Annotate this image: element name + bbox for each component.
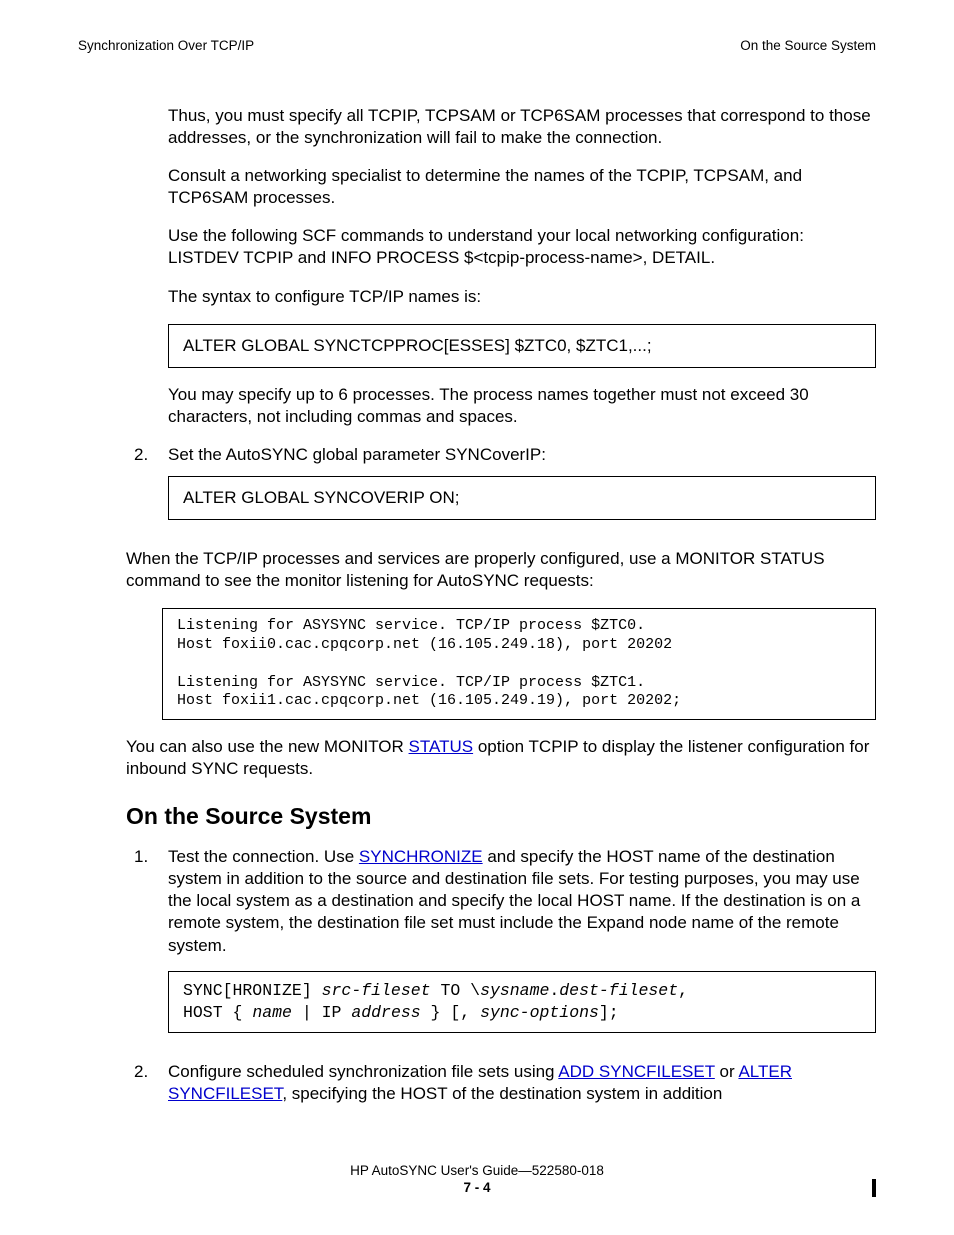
- list-item-2: 2. Set the AutoSYNC global parameter SYN…: [134, 444, 876, 536]
- text-fragment: Test the connection. Use: [168, 847, 359, 866]
- page-number: 7 - 4: [0, 1179, 954, 1197]
- body-left: When the TCP/IP processes and services a…: [78, 548, 876, 832]
- t: src-fileset: [322, 981, 431, 1000]
- paragraph: The syntax to configure TCP/IP names is:: [168, 286, 876, 308]
- list-body: Set the AutoSYNC global parameter SYNCov…: [168, 444, 876, 536]
- paragraph: Consult a networking specialist to deter…: [168, 165, 876, 209]
- source-list-item-1: 1. Test the connection. Use SYNCHRONIZE …: [134, 846, 876, 1049]
- t: address: [351, 1003, 420, 1022]
- page-container: Synchronization Over TCP/IP On the Sourc…: [0, 0, 954, 1105]
- list-body: Test the connection. Use SYNCHRONIZE and…: [168, 846, 876, 1049]
- t: ];: [599, 1003, 619, 1022]
- paragraph: You can also use the new MONITOR STATUS …: [126, 736, 876, 780]
- synchronize-link[interactable]: SYNCHRONIZE: [359, 847, 483, 866]
- code-text: ALTER GLOBAL SYNCOVERIP ON;: [183, 488, 460, 507]
- t: sysname: [480, 981, 549, 1000]
- t: HOST {: [183, 1003, 252, 1022]
- list-number: 2.: [134, 444, 168, 536]
- code-text: ALTER GLOBAL SYNCTCPPROC[ESSES] $ZTC0, $…: [183, 336, 652, 355]
- t: } [,: [421, 1003, 480, 1022]
- running-header: Synchronization Over TCP/IP On the Sourc…: [78, 38, 876, 53]
- t: .: [549, 981, 559, 1000]
- list-number: 2.: [134, 1061, 168, 1105]
- text-fragment: Configure scheduled synchronization file…: [168, 1062, 558, 1081]
- list-number: 1.: [134, 846, 168, 1049]
- paragraph: When the TCP/IP processes and services a…: [126, 548, 876, 592]
- command-syntax-box: SYNC[HRONIZE] src-fileset TO \sysname.de…: [168, 971, 876, 1034]
- text-fragment: , specifying the HOST of the destination…: [282, 1084, 722, 1103]
- text-fragment: You can also use the new MONITOR: [126, 737, 409, 756]
- syntax-box: ALTER GLOBAL SYNCOVERIP ON;: [168, 476, 876, 520]
- t: TO \: [431, 981, 481, 1000]
- section-heading: On the Source System: [126, 802, 876, 832]
- header-left: Synchronization Over TCP/IP: [78, 38, 254, 53]
- t: ,: [678, 981, 688, 1000]
- source-list-item-2: 2. Configure scheduled synchronization f…: [134, 1061, 876, 1105]
- body-indented: Thus, you must specify all TCPIP, TCPSAM…: [78, 105, 876, 536]
- list-text: Set the AutoSYNC global parameter SYNCov…: [168, 444, 876, 466]
- change-bar-icon: [872, 1179, 876, 1197]
- t: sync-options: [480, 1003, 599, 1022]
- paragraph: Thus, you must specify all TCPIP, TCPSAM…: [168, 105, 876, 149]
- t: name: [252, 1003, 292, 1022]
- paragraph: Use the following SCF commands to unders…: [168, 225, 876, 269]
- status-link[interactable]: STATUS: [409, 737, 474, 756]
- terminal-output-box: Listening for ASYSYNC service. TCP/IP pr…: [162, 608, 876, 720]
- list-body: Configure scheduled synchronization file…: [168, 1061, 876, 1105]
- text-fragment: or: [715, 1062, 739, 1081]
- paragraph: You may specify up to 6 processes. The p…: [168, 384, 876, 428]
- header-right: On the Source System: [740, 38, 876, 53]
- syntax-line: SYNC[HRONIZE] src-fileset TO \sysname.de…: [183, 980, 861, 1002]
- t: SYNC[HRONIZE]: [183, 981, 322, 1000]
- page-footer: HP AutoSYNC User's Guide—522580-018 7 - …: [0, 1162, 954, 1197]
- syntax-line: HOST { name | IP address } [, sync-optio…: [183, 1002, 861, 1024]
- footer-title: HP AutoSYNC User's Guide—522580-018: [0, 1162, 954, 1180]
- body-indented-2: 1. Test the connection. Use SYNCHRONIZE …: [78, 846, 876, 1105]
- t: | IP: [292, 1003, 351, 1022]
- syntax-box: ALTER GLOBAL SYNCTCPPROC[ESSES] $ZTC0, $…: [168, 324, 876, 368]
- t: dest-fileset: [559, 981, 678, 1000]
- add-syncfileset-link[interactable]: ADD SYNCFILESET: [558, 1062, 715, 1081]
